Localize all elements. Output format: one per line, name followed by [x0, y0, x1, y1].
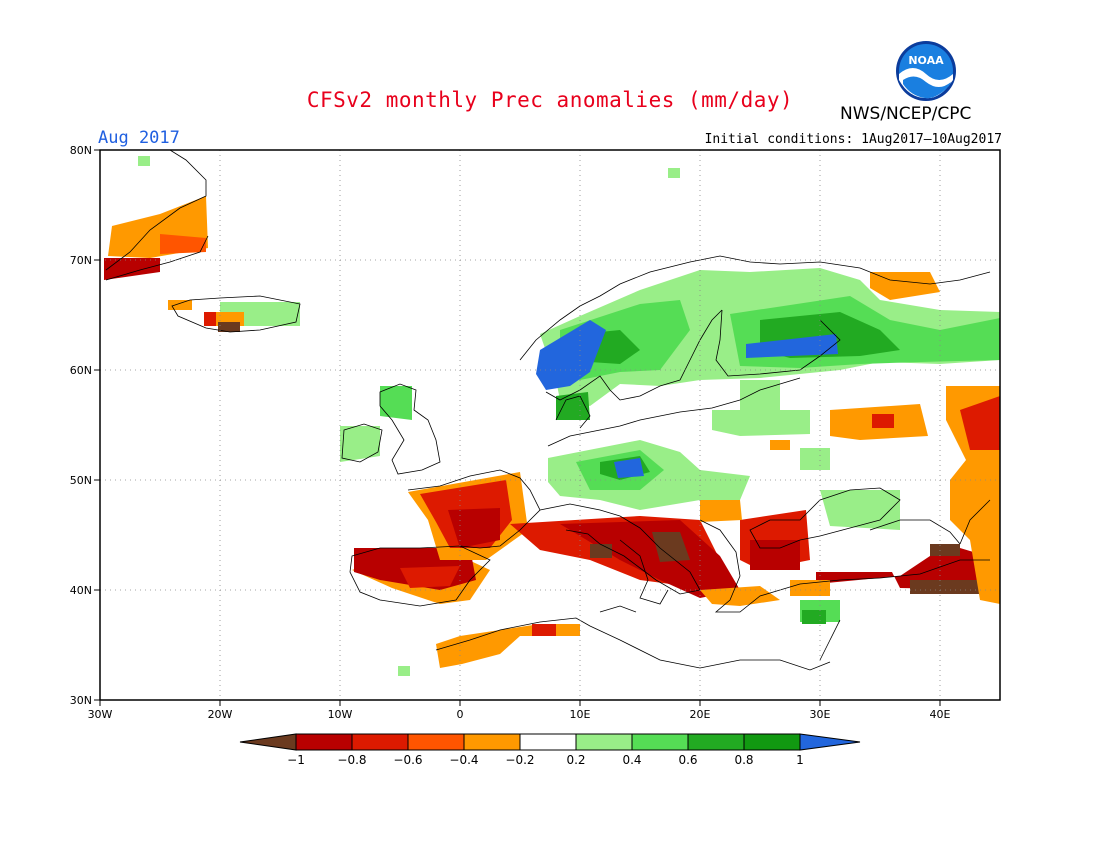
lon-label-40e: 40E: [930, 708, 951, 721]
anom-norway-blue: [536, 320, 606, 390]
lon-label-10e: 10E: [570, 708, 591, 721]
lon-label-20e: 20E: [690, 708, 711, 721]
lat-label-60n: 60N: [70, 364, 92, 377]
anom-ukraine-orange: [770, 440, 790, 450]
anom-africa-green: [398, 666, 410, 676]
anom-turkey-brown: [910, 580, 980, 594]
colorbar-cell-4: [463, 733, 521, 751]
anom-france-dred: [448, 508, 500, 548]
anom-bulgaria-dred: [750, 540, 800, 570]
lon-ticks: [99, 700, 941, 706]
anom-italy-brown: [590, 544, 612, 558]
lat-label-70n: 70N: [70, 254, 92, 267]
gridlines: [100, 150, 1000, 700]
noaa-logo: NOAA: [896, 41, 956, 101]
month-label: Aug 2017: [98, 128, 180, 148]
anom-africa-orange: [436, 624, 580, 668]
anom-greenland-dred: [104, 258, 160, 280]
lon-label-30w: 30W: [88, 708, 113, 721]
lat-label-40n: 40N: [70, 584, 92, 597]
anom-iberia-red: [400, 566, 460, 588]
anom-russia-red: [960, 396, 1000, 450]
lat-ticks: [94, 149, 100, 701]
map-frame: [99, 149, 1001, 701]
page-title: CFSv2 monthly Prec anomalies (mm/day): [306, 88, 794, 112]
agency-label: NWS/NCEP/CPC: [840, 104, 972, 124]
colorbar-label-6: 0.4: [622, 753, 641, 767]
lat-label-80n: 80N: [70, 144, 92, 157]
lon-label-30e: 30E: [810, 708, 831, 721]
anom-iceland-brown: [218, 322, 240, 332]
anom-czech-blue: [614, 458, 644, 478]
anom-iceland-orange2: [168, 300, 192, 310]
anom-scotland-green: [380, 386, 412, 420]
anom-russia-red2: [872, 414, 894, 428]
anom-baltic-green: [740, 380, 780, 410]
anom-poland-green: [712, 410, 810, 436]
anom-turkey-orange: [790, 580, 830, 596]
anom-africa-red: [532, 624, 556, 636]
colorbar-label-9: 1: [796, 753, 804, 767]
colorbar-cell-6: [575, 733, 633, 751]
colorbar-label-5: 0.2: [566, 753, 585, 767]
anom-murmansk-green: [668, 168, 680, 178]
anom-balkan-orange: [700, 500, 742, 522]
colorbar-cell-1: [295, 733, 353, 751]
colorbar-cell-8: [687, 733, 745, 751]
colorbar: [239, 733, 861, 751]
anomaly-layer: [104, 156, 1000, 676]
anom-iceland-red: [204, 312, 216, 326]
anom-adriatic-brown: [652, 532, 690, 562]
colorbar-cell-3: [407, 733, 465, 751]
colorbar-label-3: −0.4: [449, 753, 478, 767]
colorbar-cell-10: [799, 733, 861, 751]
anom-turkey-dred: [816, 548, 1000, 590]
anom-caucasus-brown: [930, 544, 960, 556]
colorbar-label-8: 0.8: [734, 753, 753, 767]
lon-label-20w: 20W: [208, 708, 233, 721]
colorbar-cell-7: [631, 733, 689, 751]
anom-ireland-green: [340, 426, 380, 462]
lat-label-30n: 30N: [70, 694, 92, 707]
colorbar-cell-9: [743, 733, 801, 751]
colorbar-label-0: −1: [287, 753, 305, 767]
lon-label-0: 0: [457, 708, 464, 721]
colorbar-cell-0: [239, 733, 297, 751]
lat-label-50n: 50N: [70, 474, 92, 487]
colorbar-cell-2: [351, 733, 409, 751]
colorbar-label-4: −0.2: [505, 753, 534, 767]
anom-greenland-red: [160, 234, 206, 254]
logo-text: NOAA: [908, 54, 944, 67]
anom-levant-green: [802, 610, 826, 624]
initial-conditions-label: Initial conditions: 1Aug2017–10Aug2017: [704, 132, 1002, 147]
anom-greece-orange: [700, 586, 780, 606]
anom-belarus-green: [800, 448, 830, 470]
colorbar-label-7: 0.6: [678, 753, 697, 767]
anom-greenland-green: [138, 156, 150, 166]
colorbar-cell-5: [519, 733, 577, 751]
anom-balkan-dred: [560, 520, 740, 598]
colorbar-label-1: −0.8: [337, 753, 366, 767]
lon-label-10w: 10W: [328, 708, 353, 721]
anom-finland-blue: [746, 334, 838, 358]
colorbar-label-2: −0.6: [393, 753, 422, 767]
